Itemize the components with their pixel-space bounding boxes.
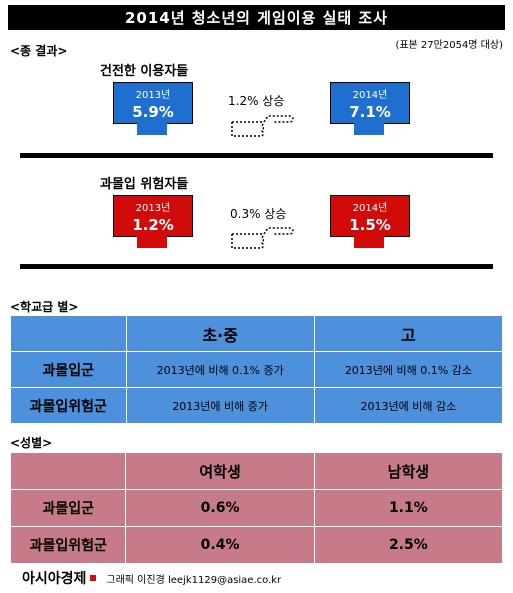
group-label-healthy: 건전한 이용자들 xyxy=(100,64,189,79)
column-header: 남학생 xyxy=(313,452,504,490)
table-cell: 2013년에 비해 0.1% 증가 xyxy=(125,351,315,388)
base-line xyxy=(20,153,493,158)
table-cell: 0.4% xyxy=(125,526,315,564)
podium-2014-healthy: 2014년 7.1% xyxy=(330,82,410,124)
table-row: 과몰입군 2013년에 비해 0.1% 증가 2013년에 비해 0.1% 감소 xyxy=(10,351,504,388)
column-header: 여학생 xyxy=(125,452,315,490)
header-corner xyxy=(10,315,127,352)
table-cell: 0.6% xyxy=(125,489,315,527)
gender-table: 여학생 남학생 과몰입군 0.6% 1.1% 과몰입위험군 0.4% 2.5% xyxy=(9,452,504,564)
row-header: 과몰입군 xyxy=(10,351,127,388)
school-table: 초·중 고 과몰입군 2013년에 비해 0.1% 증가 2013년에 비해 0… xyxy=(10,315,504,424)
year-label: 2013년 xyxy=(135,202,171,214)
table-header-row: 여학생 남학생 xyxy=(9,452,504,490)
podium-2014-risk: 2014년 1.5% xyxy=(330,195,410,237)
footer: 아시아경제 그래픽 이진경 leejk1129@asiae.co.kr xyxy=(22,568,281,588)
value-label: 1.2% xyxy=(132,215,174,234)
podium-2013-healthy: 2013년 5.9% xyxy=(113,82,193,124)
brand-mark-icon xyxy=(90,575,97,581)
row-header: 과몰입위험군 xyxy=(9,526,127,564)
podium-stand xyxy=(354,123,384,135)
change-label-risk: 0.3% 상승 xyxy=(230,207,287,221)
value-label: 7.1% xyxy=(349,102,391,121)
gender-section-label: <성별> xyxy=(10,436,53,450)
group-label-risk: 과몰입 위험자들 xyxy=(100,177,189,192)
column-header: 초·중 xyxy=(125,315,315,352)
value-label: 1.5% xyxy=(349,215,391,234)
table-row: 과몰입위험군 2013년에 비해 증가 2013년에 비해 감소 xyxy=(10,387,504,424)
change-label-healthy: 1.2% 상승 xyxy=(228,94,285,108)
year-label: 2014년 xyxy=(352,202,388,214)
header-corner xyxy=(9,452,127,490)
row-header: 과몰입군 xyxy=(9,489,127,527)
podium-stand xyxy=(137,123,167,135)
table-cell: 2.5% xyxy=(313,526,504,564)
podium-stand xyxy=(137,236,167,248)
table-row: 과몰입군 0.6% 1.1% xyxy=(9,489,504,527)
table-cell: 1.1% xyxy=(313,489,504,527)
page-title: 2014년 청소년의 게임이용 실태 조사 xyxy=(8,5,505,30)
row-header: 과몰입위험군 xyxy=(10,387,127,424)
graphic-credit: 그래픽 이진경 leejk1129@asiae.co.kr xyxy=(106,574,282,586)
sample-note: (표본 27만2054명 대상) xyxy=(395,40,503,51)
school-section-label: <학교급 별> xyxy=(10,300,79,314)
pointing-hand-icon xyxy=(231,227,294,249)
table-cell: 2013년에 비해 감소 xyxy=(313,387,504,424)
table-cell: 2013년에 비해 증가 xyxy=(125,387,315,424)
table-cell: 2013년에 비해 0.1% 감소 xyxy=(313,351,504,388)
value-label: 5.9% xyxy=(132,102,174,121)
year-label: 2014년 xyxy=(352,89,388,101)
column-header: 고 xyxy=(313,315,504,352)
podium-stand xyxy=(354,236,384,248)
table-row: 과몰입위험군 0.4% 2.5% xyxy=(9,526,504,564)
base-line xyxy=(20,264,493,269)
overall-section-label: <종 결과> xyxy=(10,44,68,58)
year-label: 2013년 xyxy=(135,89,171,101)
table-header-row: 초·중 고 xyxy=(10,315,504,352)
podium-2013-risk: 2013년 1.2% xyxy=(113,195,193,237)
pointing-hand-icon xyxy=(231,115,294,137)
brand-logo: 아시아경제 xyxy=(22,571,87,587)
